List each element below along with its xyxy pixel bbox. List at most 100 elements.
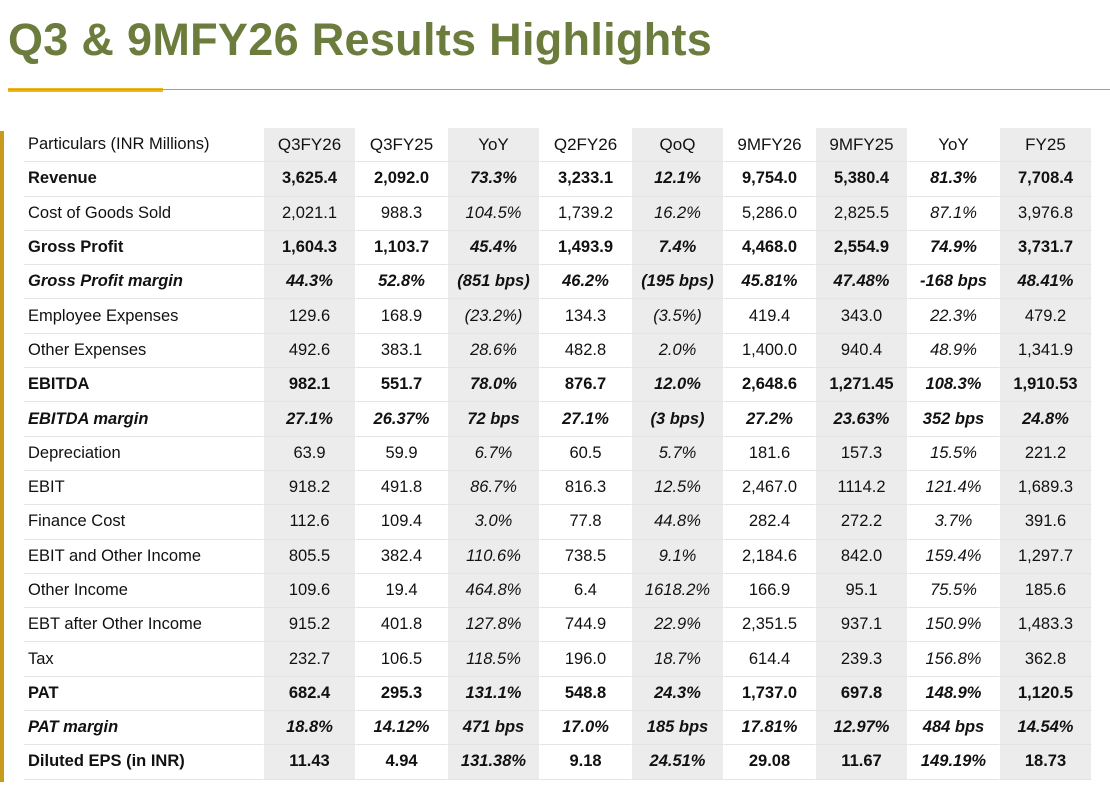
table-row: Tax 232.7 106.5 118.5% 196.0 18.7% 614.4 239.3 1… (24, 642, 1092, 677)
cell-qoq: 12.0% (632, 368, 724, 403)
cell-9mfy25: 2,554.9 (816, 230, 908, 266)
cell-yoy-quarter: 118.5% (448, 642, 540, 677)
page-title: Q3 & 9MFY26 Results Highlights (8, 14, 713, 65)
cell-9mfy25: 47.48% (816, 265, 908, 300)
row-label: Other Income (24, 573, 264, 609)
row-label: Gross Profit margin (24, 265, 264, 300)
cell-9mfy26: 2,184.6 (724, 539, 816, 574)
table-row: Cost of Goods Sold 2,021.1 988.3 104.5% 1,73… (24, 196, 1092, 231)
cell-fy25: 1,689.3 (1000, 470, 1092, 506)
cell-9mfy25: 937.1 (816, 608, 908, 643)
table-row: Finance Cost 112.6 109.4 3.0% 77.8 44.8% 282.4… (24, 505, 1092, 540)
cell-9mfy26: 9,754.0 (724, 162, 816, 197)
cell-q2fy26: 6.4 (540, 573, 632, 609)
cell-q3fy25: 382.4 (356, 539, 448, 574)
cell-yoy-quarter: (851 bps) (448, 265, 540, 300)
cell-9mfy25: 343.0 (816, 299, 908, 334)
cell-q3fy26: 982.1 (264, 368, 356, 403)
cell-9mfy25: 1114.2 (816, 470, 908, 506)
cell-yoy-9m: -168 bps (908, 265, 1000, 300)
cell-yoy-quarter: 104.5% (448, 196, 540, 231)
row-label: Depreciation (24, 436, 264, 471)
cell-fy25: 1,120.5 (1000, 676, 1092, 712)
cell-q3fy25: 295.3 (356, 676, 448, 712)
cell-q2fy26: 816.3 (540, 470, 632, 506)
cell-yoy-9m: 156.8% (908, 642, 1000, 677)
cell-yoy-9m: 148.9% (908, 676, 1000, 712)
table-row: Gross Profit 1,604.3 1,103.7 45.4% 1,493.9 7.… (24, 230, 1092, 266)
cell-9mfy25: 23.63% (816, 402, 908, 437)
header-q2fy26: Q2FY26 (540, 128, 632, 163)
cell-yoy-quarter: 471 bps (448, 711, 540, 746)
row-label: PAT (24, 676, 264, 712)
cell-fy25: 1,341.9 (1000, 333, 1092, 369)
results-table: Particulars (INR Millions) Q3FY26 Q3FY25… (24, 128, 1092, 780)
cell-fy25: 221.2 (1000, 436, 1092, 471)
table-row: EBIT and Other Income 805.5 382.4 110.6% 738… (24, 539, 1092, 574)
cell-9mfy25: 95.1 (816, 573, 908, 609)
cell-yoy-9m: 150.9% (908, 608, 1000, 643)
table-row: Other Income 109.6 19.4 464.8% 6.4 1618.2% 166… (24, 573, 1092, 609)
cell-yoy-9m: 87.1% (908, 196, 1000, 231)
cell-9mfy25: 697.8 (816, 676, 908, 712)
cell-yoy-9m: 149.19% (908, 745, 1000, 780)
cell-q3fy25: 2,092.0 (356, 162, 448, 197)
cell-yoy-quarter: 110.6% (448, 539, 540, 574)
table-row: PAT 682.4 295.3 131.1% 548.8 24.3% 1,737.0 697.… (24, 676, 1092, 712)
cell-q2fy26: 27.1% (540, 402, 632, 437)
cell-q2fy26: 876.7 (540, 368, 632, 403)
cell-yoy-9m: 74.9% (908, 230, 1000, 266)
cell-q3fy25: 988.3 (356, 196, 448, 231)
cell-9mfy26: 45.81% (724, 265, 816, 300)
cell-fy25: 362.8 (1000, 642, 1092, 677)
cell-q3fy26: 918.2 (264, 470, 356, 506)
cell-q2fy26: 134.3 (540, 299, 632, 334)
cell-qoq: 44.8% (632, 505, 724, 540)
cell-q3fy26: 109.6 (264, 573, 356, 609)
row-label: PAT margin (24, 711, 264, 746)
cell-yoy-9m: 352 bps (908, 402, 1000, 437)
cell-9mfy26: 1,400.0 (724, 333, 816, 369)
table-header-row: Particulars (INR Millions) Q3FY26 Q3FY25… (24, 128, 1092, 163)
cell-q3fy25: 401.8 (356, 608, 448, 643)
cell-qoq: 9.1% (632, 539, 724, 574)
cell-yoy-quarter: 6.7% (448, 436, 540, 471)
cell-q3fy26: 44.3% (264, 265, 356, 300)
cell-9mfy25: 2,825.5 (816, 196, 908, 231)
header-9mfy25: 9MFY25 (816, 128, 908, 163)
cell-q2fy26: 60.5 (540, 436, 632, 471)
cell-9mfy26: 17.81% (724, 711, 816, 746)
row-label: Tax (24, 642, 264, 677)
cell-q3fy25: 1,103.7 (356, 230, 448, 266)
cell-qoq: (3 bps) (632, 402, 724, 437)
header-yoy-9m: YoY (908, 128, 1000, 163)
cell-yoy-quarter: 45.4% (448, 230, 540, 266)
cell-yoy-9m: 121.4% (908, 470, 1000, 506)
cell-fy25: 3,731.7 (1000, 230, 1092, 266)
cell-q3fy26: 1,604.3 (264, 230, 356, 266)
cell-yoy-quarter: 28.6% (448, 333, 540, 369)
cell-9mfy25: 11.67 (816, 745, 908, 780)
cell-yoy-9m: 22.3% (908, 299, 1000, 334)
cell-q3fy25: 168.9 (356, 299, 448, 334)
cell-9mfy26: 5,286.0 (724, 196, 816, 231)
cell-9mfy26: 1,737.0 (724, 676, 816, 712)
side-accent-bar (0, 131, 4, 782)
cell-yoy-quarter: 86.7% (448, 470, 540, 506)
cell-yoy-9m: 3.7% (908, 505, 1000, 540)
cell-9mfy25: 239.3 (816, 642, 908, 677)
cell-q3fy25: 19.4 (356, 573, 448, 609)
row-label: Other Expenses (24, 333, 264, 369)
cell-yoy-quarter: 72 bps (448, 402, 540, 437)
cell-qoq: 185 bps (632, 711, 724, 746)
cell-q2fy26: 3,233.1 (540, 162, 632, 197)
cell-yoy-9m: 15.5% (908, 436, 1000, 471)
cell-q2fy26: 46.2% (540, 265, 632, 300)
table-row: EBITDA margin 27.1% 26.37% 72 bps 27.1% (3 bp… (24, 402, 1092, 437)
cell-qoq: 1618.2% (632, 573, 724, 609)
header-fy25: FY25 (1000, 128, 1092, 163)
table-row: EBIT 918.2 491.8 86.7% 816.3 12.5% 2,467.0 1114… (24, 470, 1092, 506)
cell-qoq: (195 bps) (632, 265, 724, 300)
cell-fy25: 18.73 (1000, 745, 1092, 780)
cell-q3fy26: 682.4 (264, 676, 356, 712)
